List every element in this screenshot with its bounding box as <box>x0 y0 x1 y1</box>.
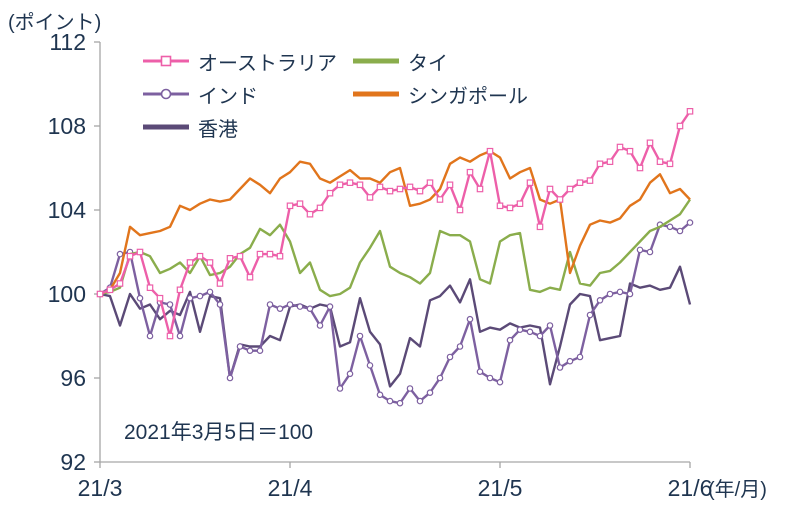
legend-item-thailand: タイ <box>352 48 528 75</box>
y-tick-label: 112 <box>49 29 86 55</box>
y-tick-label: 92 <box>60 449 86 475</box>
base-date-annotation: 2021年3月5日＝100 <box>124 421 314 444</box>
y-tick-label: 100 <box>48 281 86 307</box>
y-axis-title: (ポイント) <box>8 12 102 34</box>
australia-line-swatch-icon <box>142 54 190 68</box>
legend-label-singapore: シンガポール <box>408 85 528 108</box>
y-tick-label: 108 <box>48 113 86 139</box>
legend-label-india: インド <box>198 85 258 108</box>
chart-legend: オーストラリア タイ インド シンガポール 香港 <box>142 48 528 141</box>
y-tick-label: 96 <box>60 365 86 391</box>
hongkong-line-swatch-icon <box>142 120 190 134</box>
legend-item-singapore: シンガポール <box>352 81 528 108</box>
india-line-swatch-icon <box>142 87 190 101</box>
singapore-line-swatch-icon <box>352 87 400 101</box>
legend-item-hongkong: 香港 <box>142 114 352 141</box>
x-axis-unit-label: (年/月) <box>708 478 767 501</box>
x-tick-label: 21/3 <box>78 475 123 501</box>
legend-label-australia: オーストラリア <box>198 52 337 75</box>
legend-label-thailand: タイ <box>408 52 448 75</box>
x-tick-label: 21/6 <box>668 475 713 501</box>
thailand-line-swatch-icon <box>352 54 400 68</box>
x-tick-label: 21/5 <box>478 475 523 501</box>
legend-label-hongkong: 香港 <box>198 118 238 141</box>
y-tick-label: 104 <box>48 197 87 223</box>
legend-item-india: インド <box>142 81 352 108</box>
x-tick-label: 21/4 <box>268 475 313 501</box>
legend-item-australia: オーストラリア <box>142 48 352 75</box>
